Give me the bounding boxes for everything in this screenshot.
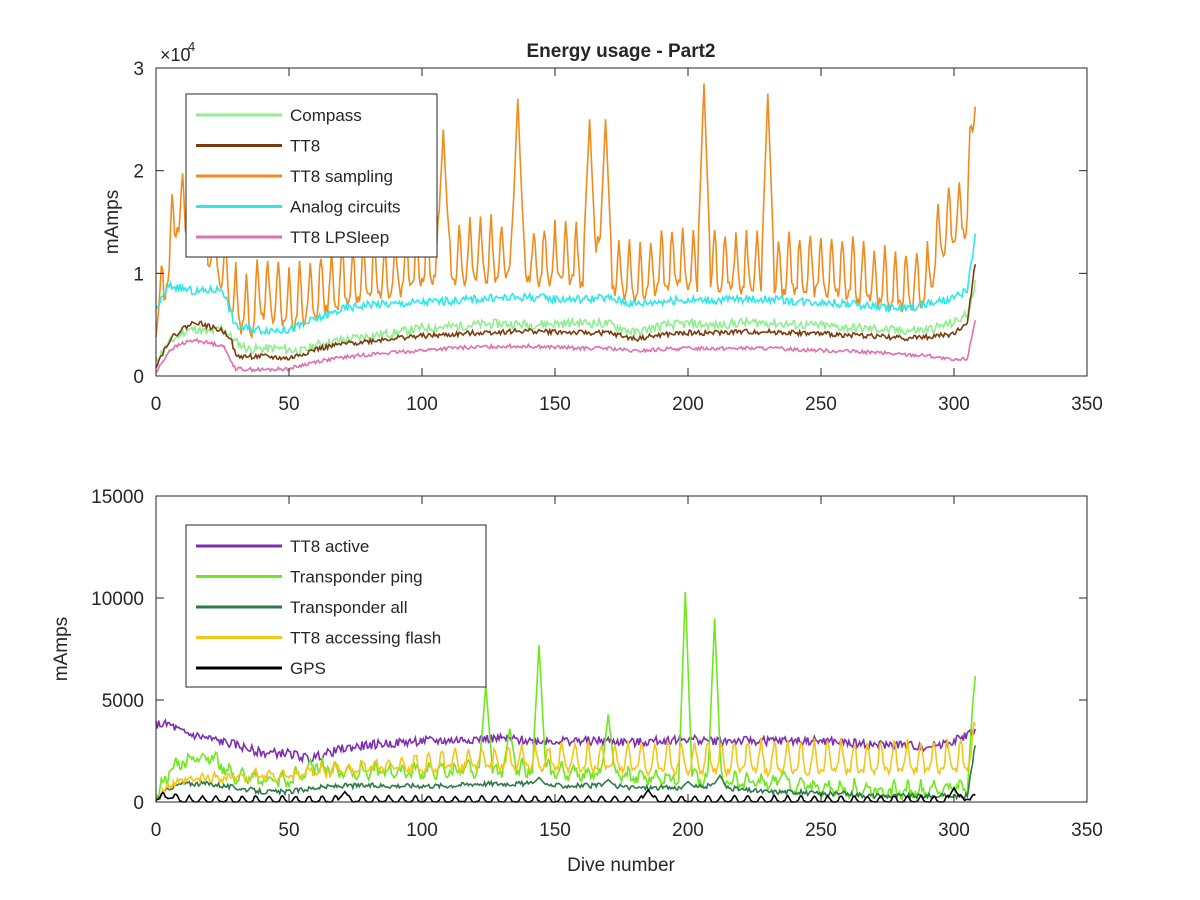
bottom-chart-x-tick-label: 100 <box>406 820 438 841</box>
bottom-chart-x-tick-label: 250 <box>805 820 837 841</box>
top-chart-x-tick-label: 100 <box>406 394 438 415</box>
top-chart-y-axis-label: mAmps <box>102 190 123 254</box>
bottom-chart-series-transponder-all <box>155 745 977 802</box>
bottom-chart-y-tick-label: 5000 <box>102 691 144 712</box>
top-chart-series-compass <box>155 279 977 362</box>
bottom-chart-series-transponder-ping <box>155 591 977 803</box>
top-chart-y-tick-label: 1 <box>133 264 144 285</box>
top-chart-x-tick-label: 0 <box>151 394 162 415</box>
bottom-chart-y-tick-label: 15000 <box>91 487 144 508</box>
bottom-chart-legend-label-transponder-ping: Transponder ping <box>290 568 423 587</box>
top-chart-legend-label-analog-circuits: Analog circuits <box>290 198 401 217</box>
top-chart-x-tick-label: 350 <box>1071 394 1103 415</box>
figure-title: Energy usage - Part2 <box>526 41 715 62</box>
bottom-chart-y-tick-label: 10000 <box>91 589 144 610</box>
top-chart-series-tt8-sampling <box>155 83 977 340</box>
top-chart-legend-label-compass: Compass <box>290 106 362 125</box>
top-chart-ticks: 0 50 100 150 200 250 300 350 0 1 2 3 <box>133 59 1102 415</box>
top-chart-x-tick-label: 250 <box>805 394 837 415</box>
bottom-chart-ticks: 0 50 100 150 200 250 300 350 0 5000 10000 15000 <box>91 487 1103 841</box>
top-chart-legend-label-tt8: TT8 <box>290 137 320 156</box>
top-chart-y-tick-label: 0 <box>133 367 144 388</box>
bottom-chart: 0 50 100 150 200 250 300 350 0 5000 10000 15000 mAm… <box>51 487 1103 876</box>
top-chart-x-tick-label: 50 <box>278 394 299 415</box>
bottom-chart-x-tick-label: 0 <box>151 820 162 841</box>
top-chart-x-tick-label: 200 <box>672 394 704 415</box>
top-chart-legend-label-tt8-sampling: TT8 sampling <box>290 167 393 186</box>
top-chart-legend: Compass TT8 TT8 sampling Analog circuits TT8… <box>185 93 438 258</box>
bottom-chart-y-axis-label: mAmps <box>51 617 72 681</box>
bottom-chart-legend-label-gps: GPS <box>290 659 326 678</box>
top-chart-series-tt8 <box>155 264 977 369</box>
bottom-chart-legend: TT8 active Transponder ping Transponder al… <box>185 524 487 688</box>
bottom-chart-legend-label-transponder-all: Transponder all <box>290 598 408 617</box>
bottom-chart-x-tick-label: 150 <box>539 820 571 841</box>
bottom-chart-series-tt8-active <box>155 718 977 764</box>
top-chart-series-tt8-lpsleep <box>155 320 977 373</box>
top-chart: 0 50 100 150 200 250 300 350 0 1 2 3 ×10 4 mAmps Co… <box>102 39 1103 415</box>
bottom-chart-x-tick-label: 300 <box>938 820 970 841</box>
bottom-chart-lines <box>155 591 977 803</box>
top-chart-y-tick-label: 3 <box>133 59 144 80</box>
top-chart-x-tick-label: 300 <box>938 394 970 415</box>
bottom-chart-legend-label-tt8-active: TT8 active <box>290 537 369 556</box>
bottom-chart-x-tick-label: 350 <box>1071 820 1103 841</box>
top-chart-legend-label-tt8-lpsleep: TT8 LPSleep <box>290 228 389 247</box>
bottom-chart-y-tick-label: 0 <box>133 793 144 814</box>
bottom-chart-axes-box <box>155 495 1088 803</box>
bottom-chart-x-tick-label: 200 <box>672 820 704 841</box>
bottom-chart-legend-label-tt8-accessing-flash: TT8 accessing flash <box>290 629 441 648</box>
top-chart-y-exponent-power: 4 <box>188 39 195 54</box>
top-chart-y-tick-label: 2 <box>133 162 144 183</box>
bottom-chart-series-tt8-accessing-flash <box>155 721 977 801</box>
top-chart-lines <box>155 83 977 373</box>
top-chart-series-analog-circuits <box>155 233 977 336</box>
bottom-chart-x-axis-label: Dive number <box>567 855 675 876</box>
top-chart-axes-box <box>155 67 1088 377</box>
top-chart-x-tick-label: 150 <box>539 394 571 415</box>
bottom-chart-x-tick-label: 50 <box>278 820 299 841</box>
top-chart-y-exponent-base: ×10 <box>160 45 191 65</box>
